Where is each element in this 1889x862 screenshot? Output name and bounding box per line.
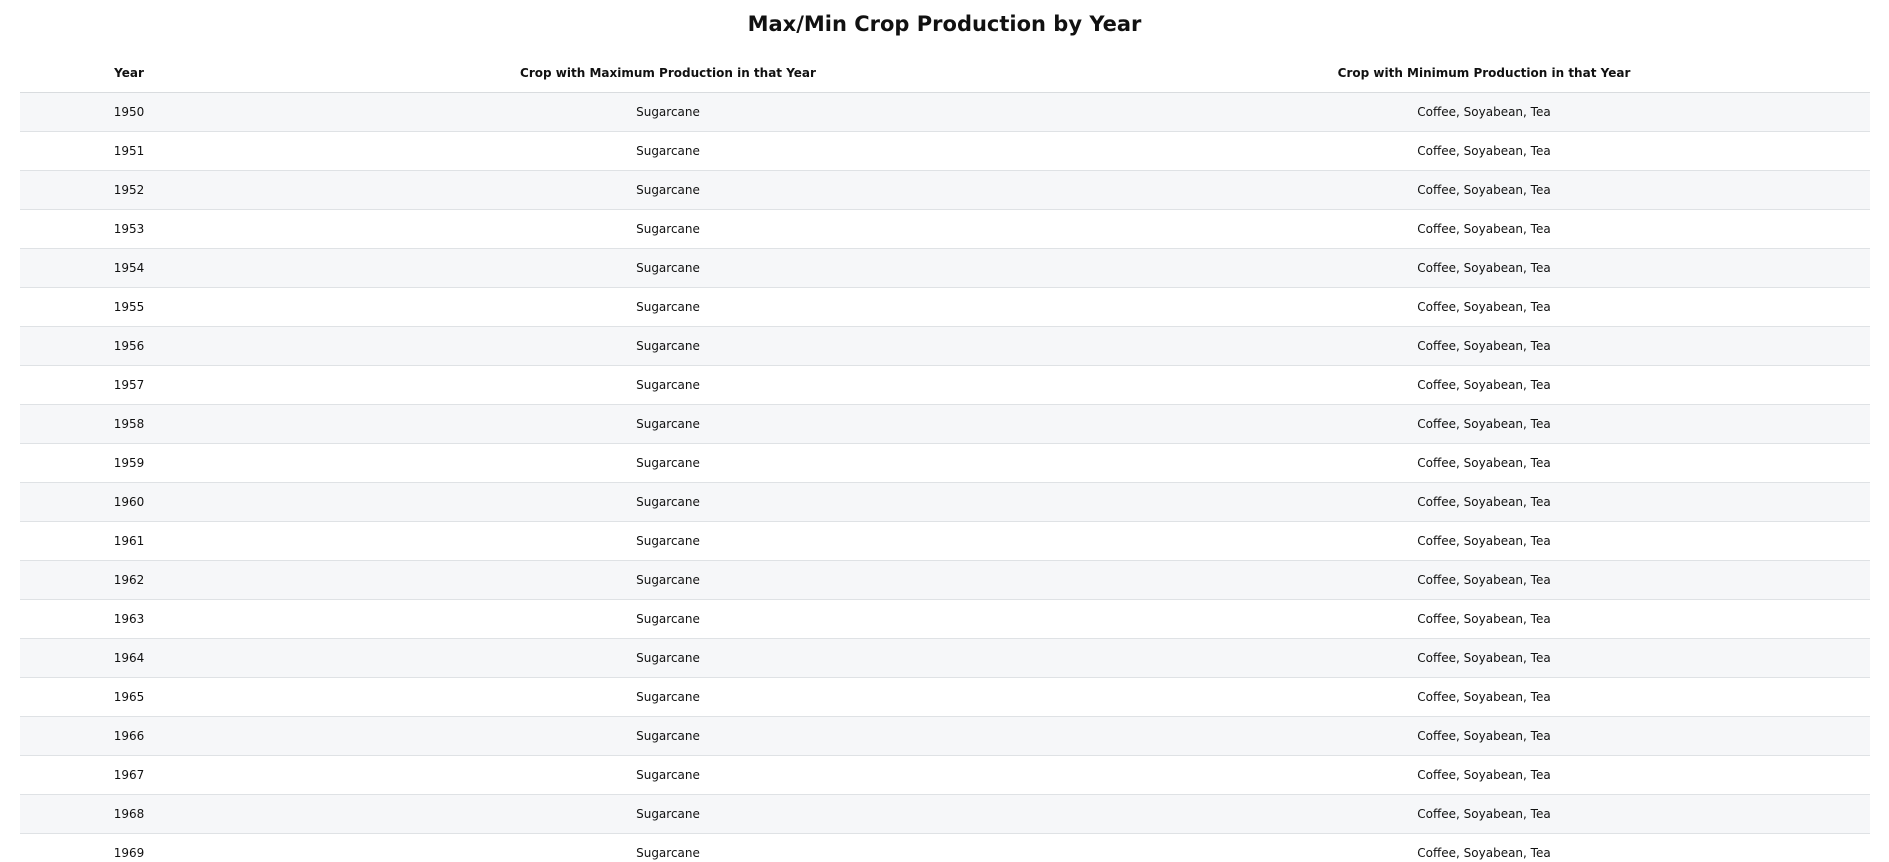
cell-year: 1962 xyxy=(20,560,238,600)
cell-year: 1955 xyxy=(20,287,238,327)
table-row: 1953 Sugarcane Coffee, Soyabean, Tea xyxy=(20,209,1870,249)
table-row: 1957 Sugarcane Coffee, Soyabean, Tea xyxy=(20,365,1870,405)
cell-min-crop: Coffee, Soyabean, Tea xyxy=(1098,677,1870,717)
table-body: 1950 Sugarcane Coffee, Soyabean, Tea 1951 Su… xyxy=(20,92,1870,862)
cell-max-crop: Sugarcane xyxy=(238,755,1098,795)
crop-table: Year Crop with Maximum Production in tha… xyxy=(20,54,1870,862)
header-max-crop[interactable]: Crop with Maximum Production in that Yea… xyxy=(238,54,1098,93)
cell-max-crop: Sugarcane xyxy=(238,599,1098,639)
header-min-crop[interactable]: Crop with Minimum Production in that Yea… xyxy=(1098,54,1870,93)
table-header: Year Crop with Maximum Production in tha… xyxy=(20,54,1870,93)
cell-min-crop: Coffee, Soyabean, Tea xyxy=(1098,131,1870,171)
table-row: 1959 Sugarcane Coffee, Soyabean, Tea xyxy=(20,443,1870,483)
cell-min-crop: Coffee, Soyabean, Tea xyxy=(1098,521,1870,561)
table-row: 1956 Sugarcane Coffee, Soyabean, Tea xyxy=(20,326,1870,366)
table-row: 1950 Sugarcane Coffee, Soyabean, Tea xyxy=(20,92,1870,132)
cell-year: 1968 xyxy=(20,794,238,834)
table-row: 1965 Sugarcane Coffee, Soyabean, Tea xyxy=(20,677,1870,717)
cell-max-crop: Sugarcane xyxy=(238,833,1098,862)
cell-min-crop: Coffee, Soyabean, Tea xyxy=(1098,794,1870,834)
cell-year: 1959 xyxy=(20,443,238,483)
cell-min-crop: Coffee, Soyabean, Tea xyxy=(1098,560,1870,600)
cell-max-crop: Sugarcane xyxy=(238,521,1098,561)
cell-min-crop: Coffee, Soyabean, Tea xyxy=(1098,638,1870,678)
cell-max-crop: Sugarcane xyxy=(238,443,1098,483)
cell-max-crop: Sugarcane xyxy=(238,92,1098,132)
table-row: 1961 Sugarcane Coffee, Soyabean, Tea xyxy=(20,521,1870,561)
cell-year: 1963 xyxy=(20,599,238,639)
table-row: 1952 Sugarcane Coffee, Soyabean, Tea xyxy=(20,170,1870,210)
cell-min-crop: Coffee, Soyabean, Tea xyxy=(1098,404,1870,444)
table-row: 1958 Sugarcane Coffee, Soyabean, Tea xyxy=(20,404,1870,444)
table-row: 1968 Sugarcane Coffee, Soyabean, Tea xyxy=(20,794,1870,834)
cell-min-crop: Coffee, Soyabean, Tea xyxy=(1098,716,1870,756)
cell-year: 1969 xyxy=(20,833,238,862)
cell-min-crop: Coffee, Soyabean, Tea xyxy=(1098,170,1870,210)
cell-max-crop: Sugarcane xyxy=(238,794,1098,834)
table-row: 1955 Sugarcane Coffee, Soyabean, Tea xyxy=(20,287,1870,327)
cell-year: 1956 xyxy=(20,326,238,366)
cell-year: 1965 xyxy=(20,677,238,717)
cell-year: 1961 xyxy=(20,521,238,561)
cell-year: 1954 xyxy=(20,248,238,288)
cell-max-crop: Sugarcane xyxy=(238,365,1098,405)
cell-max-crop: Sugarcane xyxy=(238,638,1098,678)
cell-year: 1957 xyxy=(20,365,238,405)
cell-min-crop: Coffee, Soyabean, Tea xyxy=(1098,833,1870,862)
cell-year: 1966 xyxy=(20,716,238,756)
cell-max-crop: Sugarcane xyxy=(238,248,1098,288)
cell-min-crop: Coffee, Soyabean, Tea xyxy=(1098,326,1870,366)
cell-min-crop: Coffee, Soyabean, Tea xyxy=(1098,443,1870,483)
table-row: 1966 Sugarcane Coffee, Soyabean, Tea xyxy=(20,716,1870,756)
table-row: 1964 Sugarcane Coffee, Soyabean, Tea xyxy=(20,638,1870,678)
cell-max-crop: Sugarcane xyxy=(238,716,1098,756)
cell-year: 1953 xyxy=(20,209,238,249)
cell-min-crop: Coffee, Soyabean, Tea xyxy=(1098,92,1870,132)
table-row: 1969 Sugarcane Coffee, Soyabean, Tea xyxy=(20,833,1870,862)
cell-max-crop: Sugarcane xyxy=(238,482,1098,522)
cell-max-crop: Sugarcane xyxy=(238,287,1098,327)
cell-year: 1950 xyxy=(20,92,238,132)
cell-year: 1964 xyxy=(20,638,238,678)
table-row: 1962 Sugarcane Coffee, Soyabean, Tea xyxy=(20,560,1870,600)
cell-min-crop: Coffee, Soyabean, Tea xyxy=(1098,365,1870,405)
cell-min-crop: Coffee, Soyabean, Tea xyxy=(1098,755,1870,795)
cell-max-crop: Sugarcane xyxy=(238,170,1098,210)
cell-min-crop: Coffee, Soyabean, Tea xyxy=(1098,248,1870,288)
cell-year: 1951 xyxy=(20,131,238,171)
table-row: 1954 Sugarcane Coffee, Soyabean, Tea xyxy=(20,248,1870,288)
cell-max-crop: Sugarcane xyxy=(238,404,1098,444)
cell-min-crop: Coffee, Soyabean, Tea xyxy=(1098,209,1870,249)
cell-max-crop: Sugarcane xyxy=(238,560,1098,600)
cell-year: 1952 xyxy=(20,170,238,210)
header-year[interactable]: Year xyxy=(20,54,238,93)
cell-min-crop: Coffee, Soyabean, Tea xyxy=(1098,287,1870,327)
cell-max-crop: Sugarcane xyxy=(238,326,1098,366)
cell-min-crop: Coffee, Soyabean, Tea xyxy=(1098,482,1870,522)
cell-year: 1958 xyxy=(20,404,238,444)
cell-year: 1967 xyxy=(20,755,238,795)
table-row: 1963 Sugarcane Coffee, Soyabean, Tea xyxy=(20,599,1870,639)
header-row: Year Crop with Maximum Production in tha… xyxy=(20,54,1870,93)
cell-year: 1960 xyxy=(20,482,238,522)
page-title: Max/Min Crop Production by Year xyxy=(747,12,1142,36)
cell-max-crop: Sugarcane xyxy=(238,677,1098,717)
cell-max-crop: Sugarcane xyxy=(238,131,1098,171)
table-row: 1960 Sugarcane Coffee, Soyabean, Tea xyxy=(20,482,1870,522)
cell-min-crop: Coffee, Soyabean, Tea xyxy=(1098,599,1870,639)
table-row: 1951 Sugarcane Coffee, Soyabean, Tea xyxy=(20,131,1870,171)
table-row: 1967 Sugarcane Coffee, Soyabean, Tea xyxy=(20,755,1870,795)
cell-max-crop: Sugarcane xyxy=(238,209,1098,249)
